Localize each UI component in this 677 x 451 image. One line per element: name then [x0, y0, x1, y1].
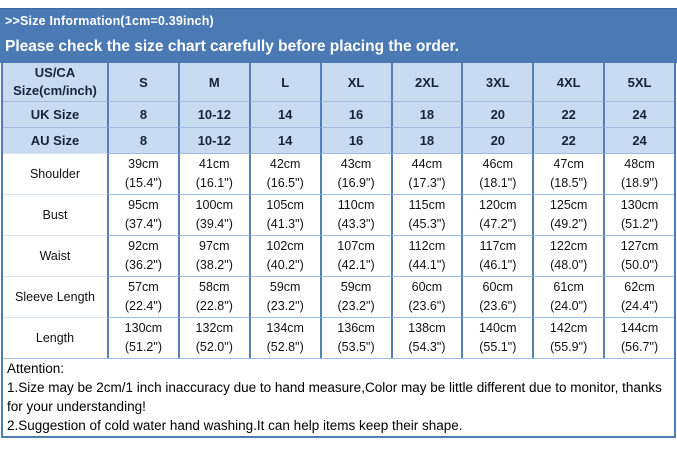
- uk-size-value: 14: [248, 101, 320, 127]
- measure-cell: 44cm (17.3"): [390, 153, 462, 194]
- measure-cell: 102cm (40.2"): [248, 235, 320, 276]
- measure-cell: 112cm (44.1"): [390, 235, 462, 276]
- size-info-banner: >>Size Information(1cm=0.39inch) Please …: [0, 8, 677, 63]
- measure-cell: 120cm (47.2"): [461, 194, 533, 235]
- uk-size-value: 10-12: [177, 101, 249, 127]
- corner-line1: US/CA: [34, 65, 76, 80]
- corner-cell: US/CA Size(cm/inch): [3, 63, 107, 101]
- size-header-cell-2xl: 2XL: [390, 63, 462, 101]
- measure-cell: 60cm (23.6"): [461, 276, 533, 317]
- au-size-label: AU Size: [3, 127, 107, 153]
- au-size-value: 22: [532, 127, 604, 153]
- measure-cell: 117cm (46.1"): [461, 235, 533, 276]
- measure-cell: 60cm (23.6"): [390, 276, 462, 317]
- au-size-value: 8: [107, 127, 178, 153]
- measure-cell: 127cm (50.0"): [603, 235, 674, 276]
- au-size-row: AU Size 8 10-12 14 16 18 20 22 24: [3, 127, 674, 153]
- size-header-cell-xl: XL: [319, 63, 391, 101]
- measure-cell: 57cm (22.4"): [107, 276, 178, 317]
- measure-cell: 138cm (54.3"): [390, 317, 462, 358]
- measure-cell: 61cm (24.0"): [532, 276, 604, 317]
- size-header-cell-4xl: 4XL: [532, 63, 604, 101]
- size-header-cell-m: M: [177, 63, 249, 101]
- uk-size-value: 20: [461, 101, 533, 127]
- measure-cell: 42cm (16.5"): [248, 153, 320, 194]
- measurement-row-length: Length 130cm (51.2") 132cm (52.0") 134cm (5…: [3, 317, 674, 358]
- measure-cell: 107cm (42.1"): [319, 235, 391, 276]
- size-header-row: US/CA Size(cm/inch) S M L XL 2XL 3XL 4XL…: [3, 63, 674, 101]
- measurement-row-shoulder: Shoulder 39cm (15.4") 41cm (16.1") 42cm (16…: [3, 153, 674, 194]
- measure-cell: 105cm (41.3"): [248, 194, 320, 235]
- uk-size-row: UK Size 8 10-12 14 16 18 20 22 24: [3, 101, 674, 127]
- size-header-cell-l: L: [248, 63, 320, 101]
- measure-cell: 48cm (18.9"): [603, 153, 674, 194]
- measurement-label: Length: [3, 317, 107, 358]
- au-size-value: 20: [461, 127, 533, 153]
- measurement-label: Shoulder: [3, 153, 107, 194]
- au-size-value: 18: [390, 127, 462, 153]
- measure-cell: 92cm (36.2"): [107, 235, 178, 276]
- uk-size-label: UK Size: [3, 101, 107, 127]
- measure-cell: 41cm (16.1"): [177, 153, 249, 194]
- corner-line2: Size(cm/inch): [13, 83, 97, 98]
- measurement-row-waist: Waist 92cm (36.2") 97cm (38.2") 102cm (40.2…: [3, 235, 674, 276]
- uk-size-value: 16: [319, 101, 391, 127]
- measure-cell: 144cm (56.7"): [603, 317, 674, 358]
- banner-title: >>Size Information(1cm=0.39inch): [5, 14, 214, 28]
- size-header-cell-5xl: 5XL: [603, 63, 674, 101]
- uk-size-value: 18: [390, 101, 462, 127]
- measurement-row-bust: Bust 95cm (37.4") 100cm (39.4") 105cm (41.3…: [3, 194, 674, 235]
- attention-section: Attention: 1.Size may be 2cm/1 inch inac…: [3, 358, 674, 436]
- size-header-cell-s: S: [107, 63, 178, 101]
- measure-cell: 136cm (53.5"): [319, 317, 391, 358]
- measure-cell: 110cm (43.3"): [319, 194, 391, 235]
- measure-cell: 140cm (55.1"): [461, 317, 533, 358]
- au-size-value: 24: [603, 127, 674, 153]
- au-size-value: 16: [319, 127, 391, 153]
- measure-cell: 97cm (38.2"): [177, 235, 249, 276]
- attention-line-2: 2.Suggestion of cold water hand washing.…: [7, 418, 463, 433]
- measure-cell: 43cm (16.9"): [319, 153, 391, 194]
- au-size-value: 14: [248, 127, 320, 153]
- attention-heading: Attention:: [7, 361, 65, 376]
- size-chart-container: US/CA Size(cm/inch) S M L XL 2XL 3XL 4XL…: [1, 63, 676, 438]
- measure-cell: 58cm (22.8"): [177, 276, 249, 317]
- measure-cell: 142cm (55.9"): [532, 317, 604, 358]
- measure-cell: 132cm (52.0"): [177, 317, 249, 358]
- measurement-label: Sleeve Length: [3, 276, 107, 317]
- measure-cell: 39cm (15.4"): [107, 153, 178, 194]
- measurement-label: Bust: [3, 194, 107, 235]
- measure-cell: 100cm (39.4"): [177, 194, 249, 235]
- measure-cell: 47cm (18.5"): [532, 153, 604, 194]
- banner-subtitle: Please check the size chart carefully be…: [5, 38, 459, 55]
- measure-cell: 62cm (24.4"): [603, 276, 674, 317]
- measure-cell: 130cm (51.2"): [603, 194, 674, 235]
- size-chart-table: US/CA Size(cm/inch) S M L XL 2XL 3XL 4XL…: [3, 63, 674, 358]
- uk-size-value: 22: [532, 101, 604, 127]
- measurement-label: Waist: [3, 235, 107, 276]
- measure-cell: 115cm (45.3"): [390, 194, 462, 235]
- uk-size-value: 8: [107, 101, 178, 127]
- au-size-value: 10-12: [177, 127, 249, 153]
- attention-line-1: 1.Size may be 2cm/1 inch inaccuracy due …: [7, 380, 662, 414]
- measure-cell: 125cm (49.2"): [532, 194, 604, 235]
- size-header-cell-3xl: 3XL: [461, 63, 533, 101]
- uk-size-value: 24: [603, 101, 674, 127]
- measure-cell: 134cm (52.8"): [248, 317, 320, 358]
- measure-cell: 59cm (23.2"): [319, 276, 391, 317]
- measure-cell: 46cm (18.1"): [461, 153, 533, 194]
- measure-cell: 122cm (48.0"): [532, 235, 604, 276]
- measurement-row-sleeve-length: Sleeve Length 57cm (22.4") 58cm (22.8") 59…: [3, 276, 674, 317]
- measure-cell: 95cm (37.4"): [107, 194, 178, 235]
- measure-cell: 130cm (51.2"): [107, 317, 178, 358]
- measure-cell: 59cm (23.2"): [248, 276, 320, 317]
